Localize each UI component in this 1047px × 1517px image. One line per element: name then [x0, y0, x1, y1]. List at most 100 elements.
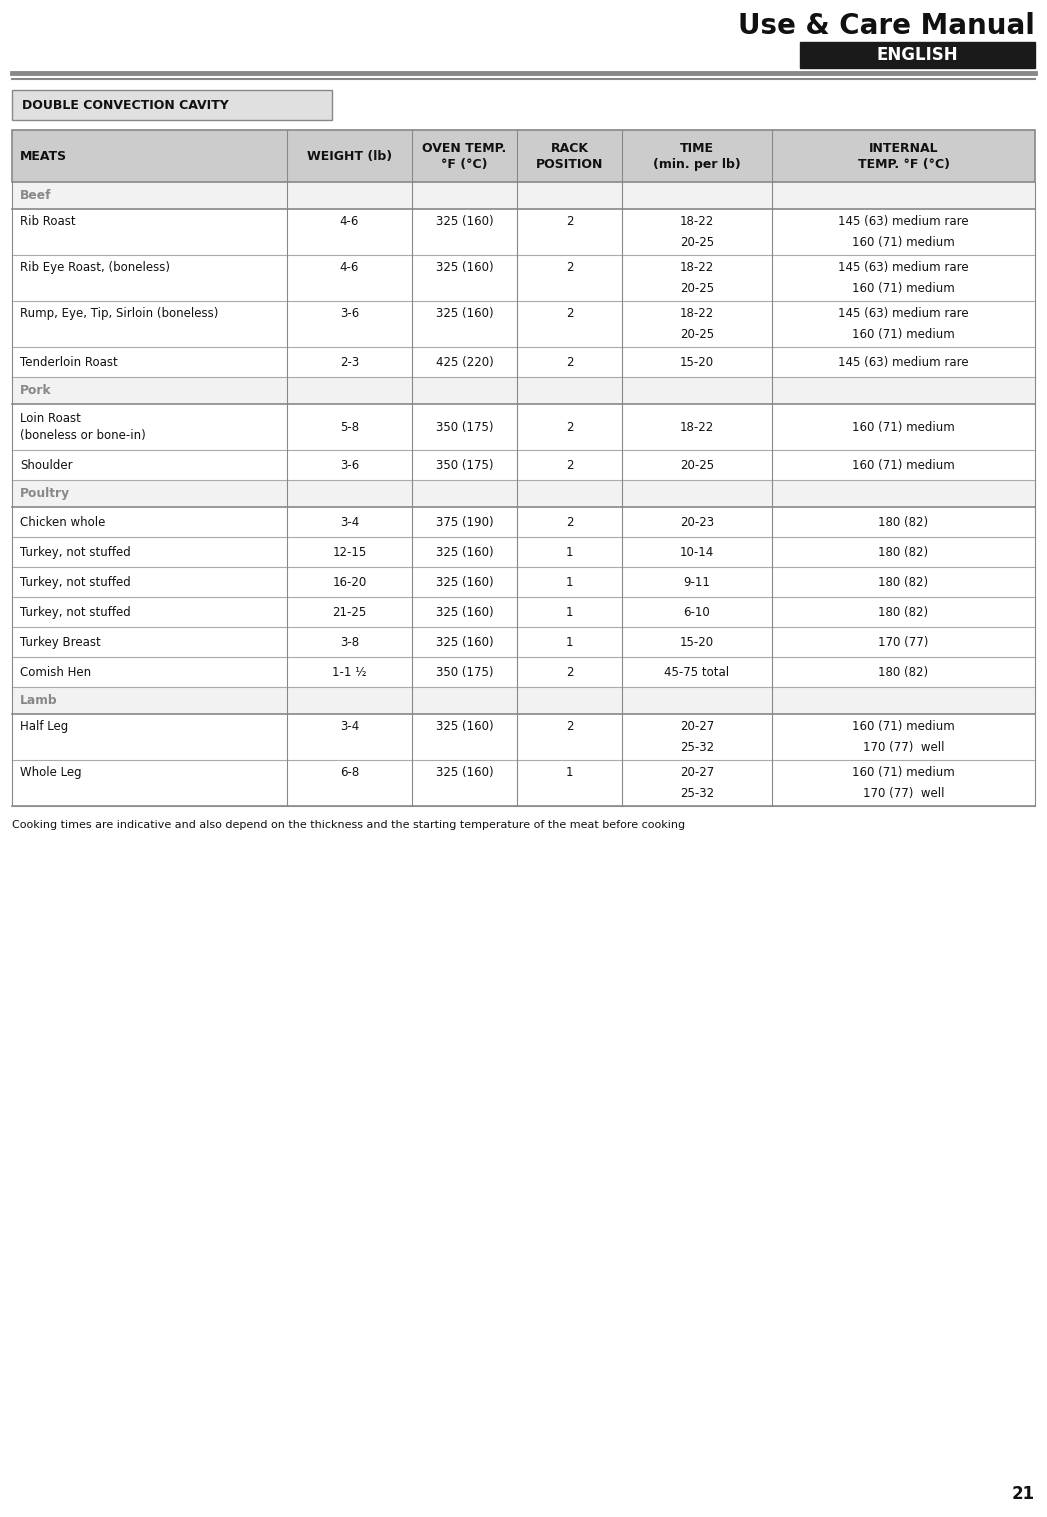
Text: Poultry: Poultry: [20, 487, 70, 501]
Text: 1-1 ½: 1-1 ½: [332, 666, 366, 678]
Text: 325 (160): 325 (160): [436, 575, 493, 589]
Text: 1: 1: [565, 605, 574, 619]
Text: 3-4: 3-4: [340, 721, 359, 733]
Text: 145 (63) medium rare: 145 (63) medium rare: [839, 215, 968, 229]
Bar: [12, 300, 1035, 347]
Text: WEIGHT (lb): WEIGHT (lb): [307, 150, 392, 162]
Text: 350 (175): 350 (175): [436, 458, 493, 472]
Text: Turkey, not stuffed: Turkey, not stuffed: [20, 605, 131, 619]
Text: OVEN TEMP.
°F (°C): OVEN TEMP. °F (°C): [422, 141, 507, 170]
Text: 325 (160): 325 (160): [436, 636, 493, 648]
Text: Whole Leg: Whole Leg: [20, 766, 82, 780]
Text: 20-27: 20-27: [680, 766, 714, 780]
Text: 12-15: 12-15: [332, 546, 366, 558]
Text: 180 (82): 180 (82): [878, 666, 929, 678]
Text: Turkey Breast: Turkey Breast: [20, 636, 101, 648]
Text: 20-25: 20-25: [680, 282, 714, 294]
Text: Half Leg: Half Leg: [20, 721, 68, 733]
Text: 20-27: 20-27: [680, 721, 714, 733]
Text: 425 (220): 425 (220): [436, 355, 493, 369]
Text: 2: 2: [565, 721, 574, 733]
Text: 180 (82): 180 (82): [878, 516, 929, 528]
Text: 15-20: 15-20: [680, 636, 714, 648]
Text: 180 (82): 180 (82): [878, 605, 929, 619]
Text: ENGLISH: ENGLISH: [876, 46, 958, 64]
Text: 325 (160): 325 (160): [436, 546, 493, 558]
Text: 160 (71) medium: 160 (71) medium: [852, 721, 955, 733]
Text: 2-3: 2-3: [340, 355, 359, 369]
Text: 2: 2: [565, 666, 574, 678]
Text: 20-25: 20-25: [680, 235, 714, 249]
Text: Use & Care Manual: Use & Care Manual: [738, 12, 1035, 39]
Text: 160 (71) medium: 160 (71) medium: [852, 328, 955, 341]
Text: 16-20: 16-20: [332, 575, 366, 589]
Text: Chicken whole: Chicken whole: [20, 516, 106, 528]
Bar: [12, 760, 1035, 806]
Text: 180 (82): 180 (82): [878, 575, 929, 589]
Text: MEATS: MEATS: [20, 150, 67, 162]
Text: Tenderloin Roast: Tenderloin Roast: [20, 355, 117, 369]
Text: 325 (160): 325 (160): [436, 261, 493, 275]
Text: 21: 21: [1011, 1485, 1035, 1503]
Text: Comish Hen: Comish Hen: [20, 666, 91, 678]
Text: 1: 1: [565, 766, 574, 780]
Bar: [12, 347, 1035, 378]
Bar: [12, 378, 1035, 404]
Text: 25-32: 25-32: [680, 787, 714, 799]
Text: 350 (175): 350 (175): [436, 666, 493, 678]
Text: 160 (71) medium: 160 (71) medium: [852, 766, 955, 780]
Text: 170 (77)  well: 170 (77) well: [863, 787, 944, 799]
Bar: [800, 42, 1035, 68]
Text: 2: 2: [565, 516, 574, 528]
Text: 145 (63) medium rare: 145 (63) medium rare: [839, 261, 968, 275]
Text: INTERNAL
TEMP. °F (°C): INTERNAL TEMP. °F (°C): [857, 141, 950, 170]
Text: DOUBLE CONVECTION CAVITY: DOUBLE CONVECTION CAVITY: [22, 99, 228, 112]
Text: 375 (190): 375 (190): [436, 516, 493, 528]
Text: 3-6: 3-6: [340, 308, 359, 320]
Text: 18-22: 18-22: [680, 308, 714, 320]
Text: 170 (77): 170 (77): [878, 636, 929, 648]
Text: 25-32: 25-32: [680, 740, 714, 754]
Bar: [12, 598, 1035, 627]
Text: Cooking times are indicative and also depend on the thickness and the starting t: Cooking times are indicative and also de…: [12, 821, 685, 830]
Bar: [12, 687, 1035, 715]
Text: Turkey, not stuffed: Turkey, not stuffed: [20, 546, 131, 558]
Bar: [12, 209, 1035, 255]
Text: 325 (160): 325 (160): [436, 766, 493, 780]
Text: 160 (71) medium: 160 (71) medium: [852, 282, 955, 294]
Bar: [12, 715, 1035, 760]
Text: Rib Roast: Rib Roast: [20, 215, 75, 229]
Text: 6-8: 6-8: [340, 766, 359, 780]
Text: 6-10: 6-10: [684, 605, 710, 619]
Text: 350 (175): 350 (175): [436, 420, 493, 434]
Text: 325 (160): 325 (160): [436, 308, 493, 320]
Bar: [12, 182, 1035, 209]
Text: 2: 2: [565, 420, 574, 434]
Bar: [12, 451, 1035, 479]
Bar: [12, 255, 1035, 300]
Text: Shoulder: Shoulder: [20, 458, 72, 472]
Bar: [12, 537, 1035, 567]
Text: 325 (160): 325 (160): [436, 215, 493, 229]
Text: 3-4: 3-4: [340, 516, 359, 528]
Text: 3-6: 3-6: [340, 458, 359, 472]
Bar: [12, 130, 1035, 182]
Text: 20-23: 20-23: [680, 516, 714, 528]
Text: 4-6: 4-6: [340, 215, 359, 229]
Text: Lamb: Lamb: [20, 693, 58, 707]
Bar: [12, 479, 1035, 507]
Text: 9-11: 9-11: [684, 575, 711, 589]
Text: 2: 2: [565, 458, 574, 472]
Text: 2: 2: [565, 308, 574, 320]
Bar: [12, 627, 1035, 657]
Text: Loin Roast
(boneless or bone-in): Loin Roast (boneless or bone-in): [20, 413, 146, 441]
Text: 145 (63) medium rare: 145 (63) medium rare: [839, 355, 968, 369]
Text: Rib Eye Roast, (boneless): Rib Eye Roast, (boneless): [20, 261, 170, 275]
Text: Rump, Eye, Tip, Sirloin (boneless): Rump, Eye, Tip, Sirloin (boneless): [20, 308, 219, 320]
Text: 1: 1: [565, 546, 574, 558]
Text: 18-22: 18-22: [680, 420, 714, 434]
Text: 20-25: 20-25: [680, 328, 714, 341]
Text: 45-75 total: 45-75 total: [665, 666, 730, 678]
Text: 20-25: 20-25: [680, 458, 714, 472]
Text: 4-6: 4-6: [340, 261, 359, 275]
